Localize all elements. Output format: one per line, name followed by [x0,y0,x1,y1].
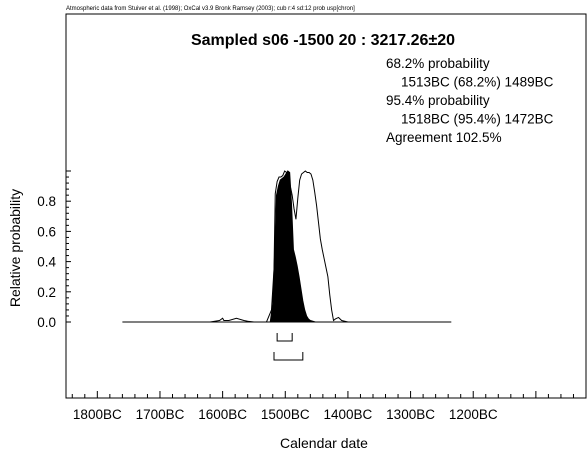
x-tick-label: 1400BC [324,407,373,422]
chart-title: Sampled s06 -1500 20 : 3217.26±20 [191,32,455,49]
range-bar-954 [273,352,304,361]
x-tick-label: 1300BC [386,407,435,422]
y-axis: 0.0 0.2 0.4 0.6 0.8 [37,170,71,330]
x-tick-label: 1600BC [198,407,247,422]
range-bars [273,333,304,361]
range-bar-682 [276,333,293,342]
x-tick-label: 1700BC [136,407,185,422]
x-axis: 1800BC 1700BC 1600BC 1500BC 1400BC 1300BC 1200… [71,391,574,422]
y-tick-label: 0.6 [37,224,56,239]
info-line: Agreement 102.5% [386,130,502,145]
info-line: 1518BC (95.4%) 1472BC [386,112,554,127]
info-line: 68.2% probability [386,56,490,71]
y-tick-label: 0.2 [37,285,56,300]
x-axis-title: Calendar date [280,435,368,449]
probability-curves [122,170,452,323]
probability-summary: 68.2% probability 1513BC (68.2%) 1489BC 9… [386,56,554,145]
y-tick-label: 0.8 [37,194,56,209]
x-tick-label: 1800BC [73,407,122,422]
info-line: 1513BC (68.2%) 1489BC [386,75,554,90]
y-axis-title: Relative probability [7,189,23,307]
y-tick-label: 0.4 [37,255,56,270]
info-line: 95.4% probability [386,93,490,108]
y-tick-label: 0.0 [37,315,56,330]
posterior-distribution [269,170,316,323]
x-tick-label: 1500BC [261,407,310,422]
header-note: Atmospheric data from Stuiver et al. (19… [66,6,355,12]
plot-frame [65,13,587,399]
x-tick-label: 1200BC [449,407,498,422]
prior-distribution [197,170,349,323]
